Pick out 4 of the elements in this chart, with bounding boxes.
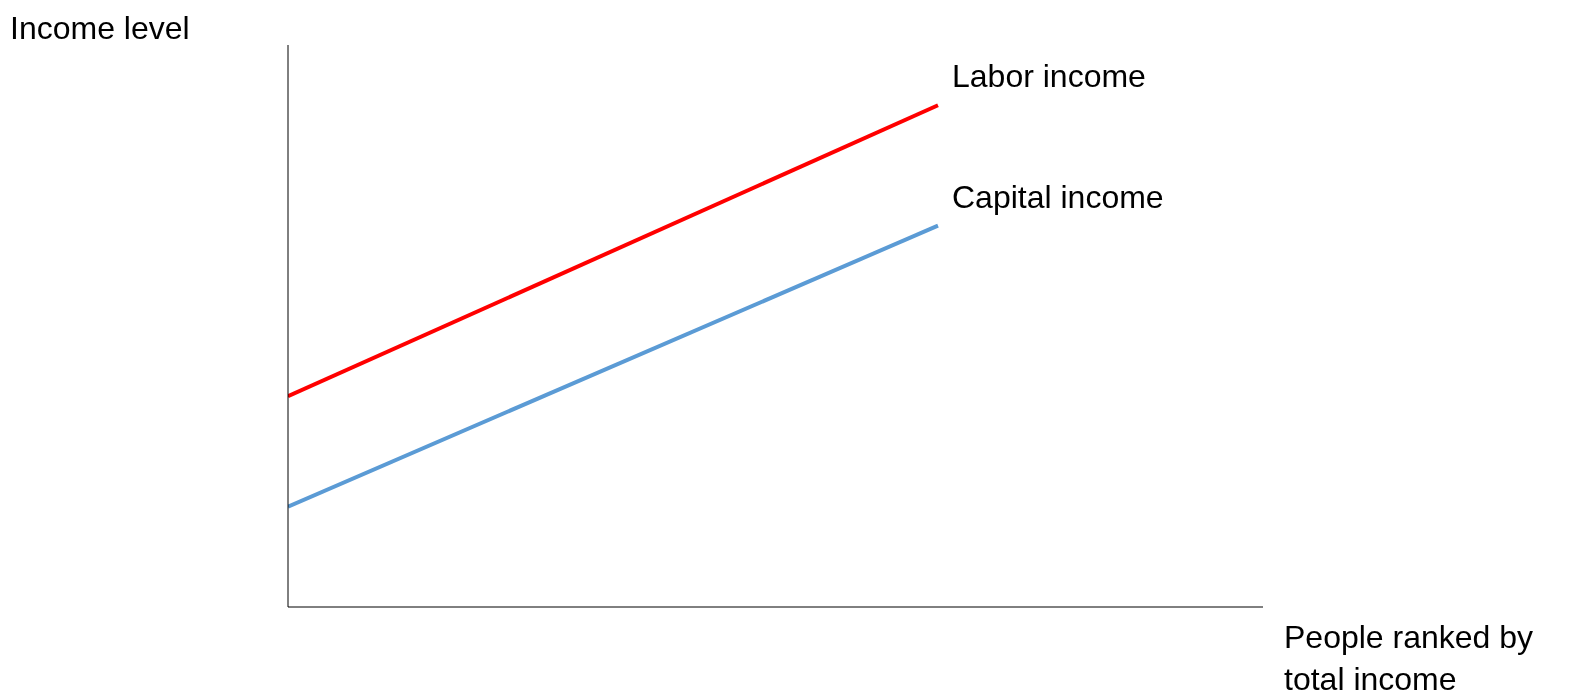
series-label: Capital income: [952, 178, 1164, 215]
x-axis-title: People ranked by total income: [1284, 618, 1534, 695]
y-axis-title: Income level: [10, 10, 190, 47]
series-label: Labor income: [952, 58, 1146, 95]
